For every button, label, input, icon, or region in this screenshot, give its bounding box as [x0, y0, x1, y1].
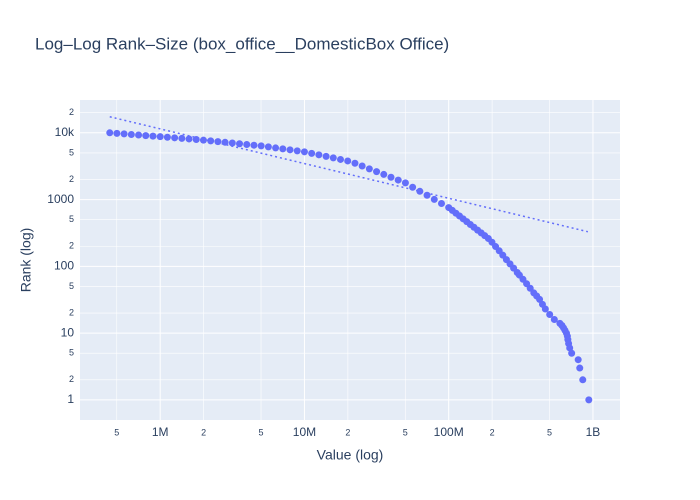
y-tick-label: 5 [69, 147, 74, 157]
data-point [142, 132, 150, 140]
data-point [365, 165, 373, 173]
data-point [546, 311, 554, 319]
y-tick-label: 5 [69, 214, 74, 224]
chart-title: Log–Log Rank–Size (box_office__DomesticB… [35, 34, 449, 53]
data-point [351, 159, 359, 167]
data-point [300, 148, 308, 156]
data-point [149, 132, 157, 140]
y-tick-label: 2 [69, 107, 74, 117]
data-point [264, 143, 272, 151]
x-tick-label: 5 [114, 427, 119, 437]
data-point [373, 168, 381, 176]
data-point [437, 200, 445, 208]
data-point [257, 142, 265, 150]
data-point [113, 129, 121, 137]
y-tick-label: 2 [69, 374, 74, 384]
y-tick-label: 5 [69, 281, 74, 291]
data-point [228, 139, 236, 147]
y-axis-label: Rank (log) [18, 228, 34, 293]
x-tick-label: 5 [259, 427, 264, 437]
data-point [329, 154, 337, 162]
data-point [315, 151, 323, 159]
data-point [566, 344, 574, 352]
data-point [387, 173, 395, 181]
data-point [322, 152, 330, 160]
data-point [585, 396, 593, 404]
data-point [156, 133, 164, 141]
x-tick-label: 1B [586, 425, 601, 439]
data-point [308, 149, 316, 157]
y-tick-label: 1000 [47, 192, 74, 206]
data-point [243, 141, 251, 149]
data-point [250, 141, 258, 149]
data-point [171, 134, 179, 142]
x-tick-label: 10M [293, 425, 316, 439]
data-point [236, 140, 244, 148]
data-point [293, 147, 301, 155]
data-point [337, 155, 345, 163]
x-tick-label: 100M [434, 425, 464, 439]
data-point [185, 135, 193, 143]
data-point [409, 183, 417, 191]
data-point [430, 195, 438, 203]
data-point [579, 376, 587, 384]
data-point [574, 356, 582, 364]
data-point [416, 187, 424, 195]
y-tick-label: 2 [69, 174, 74, 184]
data-point [550, 315, 558, 323]
x-tick-label: 5 [403, 427, 408, 437]
x-tick-label: 1M [152, 425, 169, 439]
x-axis-label: Value (log) [317, 447, 384, 463]
data-point [423, 191, 431, 199]
x-tick-label: 2 [345, 427, 350, 437]
y-tick-label: 1 [67, 392, 74, 406]
y-tick-label: 5 [69, 348, 74, 358]
data-point [344, 157, 352, 165]
y-tick-label: 100 [54, 259, 74, 273]
x-tick-label: 2 [490, 427, 495, 437]
data-point [568, 349, 576, 357]
fit-line [109, 116, 589, 233]
data-point [576, 364, 584, 372]
y-tick-label: 10k [55, 125, 75, 139]
data-point [358, 162, 366, 170]
data-point [106, 129, 114, 137]
data-point [178, 134, 186, 142]
x-tick-label: 2 [201, 427, 206, 437]
data-point [380, 170, 388, 178]
data-point [127, 130, 135, 138]
x-tick-label: 5 [547, 427, 552, 437]
data-point [394, 176, 402, 184]
data-point [541, 305, 549, 313]
data-point [286, 146, 294, 154]
data-point [207, 137, 215, 145]
plot-area [80, 100, 620, 420]
data-point [279, 145, 287, 153]
data-point [163, 133, 171, 141]
data-point [120, 130, 128, 138]
y-tick-label: 2 [69, 307, 74, 317]
y-tick-label: 2 [69, 241, 74, 251]
data-point [214, 138, 222, 146]
data-point [401, 179, 409, 187]
data-point [272, 144, 280, 152]
data-point [199, 136, 207, 144]
data-point [135, 131, 143, 139]
y-tick-label: 10 [61, 325, 75, 339]
